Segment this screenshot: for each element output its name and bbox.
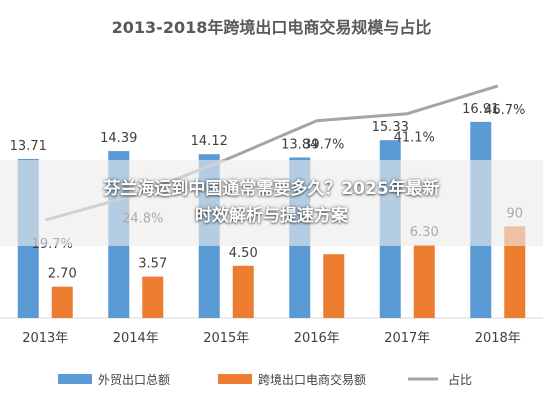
legend-label: 外贸出口总额 <box>98 373 170 387</box>
banner-line-1: 芬兰海运到中国通常需要多久？2025年最新 <box>103 179 440 199</box>
x-tick-label: 2013年 <box>22 331 68 346</box>
bar-value-label: 2.70 <box>48 267 77 282</box>
bar-value-label: 13.84 <box>281 137 318 152</box>
x-tick-label: 2018年 <box>475 331 521 346</box>
bar-value-label: 13.71 <box>10 139 47 154</box>
chart-title: 2013-2018年跨境出口电商交易规模与占比 <box>112 18 432 37</box>
x-tick-label: 2014年 <box>113 331 159 346</box>
bar-cross-border-ecommerce <box>323 254 345 318</box>
bar-cross-border-ecommerce <box>504 226 526 318</box>
bar-cross-border-ecommerce <box>142 276 164 318</box>
overlay-banner: 芬兰海运到中国通常需要多久？2025年最新 时效解析与提速方案 <box>0 160 543 246</box>
x-tick-label: 2016年 <box>294 331 340 346</box>
share-value-label: 46.7% <box>484 103 525 118</box>
bar-value-label: 14.39 <box>100 131 137 146</box>
legend-swatch <box>218 374 252 384</box>
bar-cross-border-ecommerce <box>232 265 254 318</box>
bar-value-label: 14.12 <box>191 134 228 149</box>
bar-value-label: 3.57 <box>138 257 167 272</box>
x-tick-label: 2015年 <box>203 331 249 346</box>
bar-cross-border-ecommerce <box>413 244 435 318</box>
bar-value-label: 16.91 <box>462 102 499 117</box>
legend-swatch <box>58 374 92 384</box>
bar-cross-border-ecommerce <box>51 286 73 318</box>
share-value-label: 39.7% <box>303 138 344 153</box>
bar-value-label: 15.33 <box>372 120 409 135</box>
x-tick-label: 2017年 <box>384 331 430 346</box>
legend-label: 占比 <box>448 372 472 387</box>
bar-value-label: 4.50 <box>229 246 258 261</box>
axis-layer: 2013年 2014年 2015年 2016年 2017年 2018年 <box>0 317 543 346</box>
legend-label: 跨境出口电商交易额 <box>258 372 366 387</box>
share-value-label: 41.1% <box>394 131 435 146</box>
banner-line-2: 时效解析与提速方案 <box>195 206 348 226</box>
legend: 外贸出口总额 跨境出口电商交易额 占比 <box>58 372 472 387</box>
